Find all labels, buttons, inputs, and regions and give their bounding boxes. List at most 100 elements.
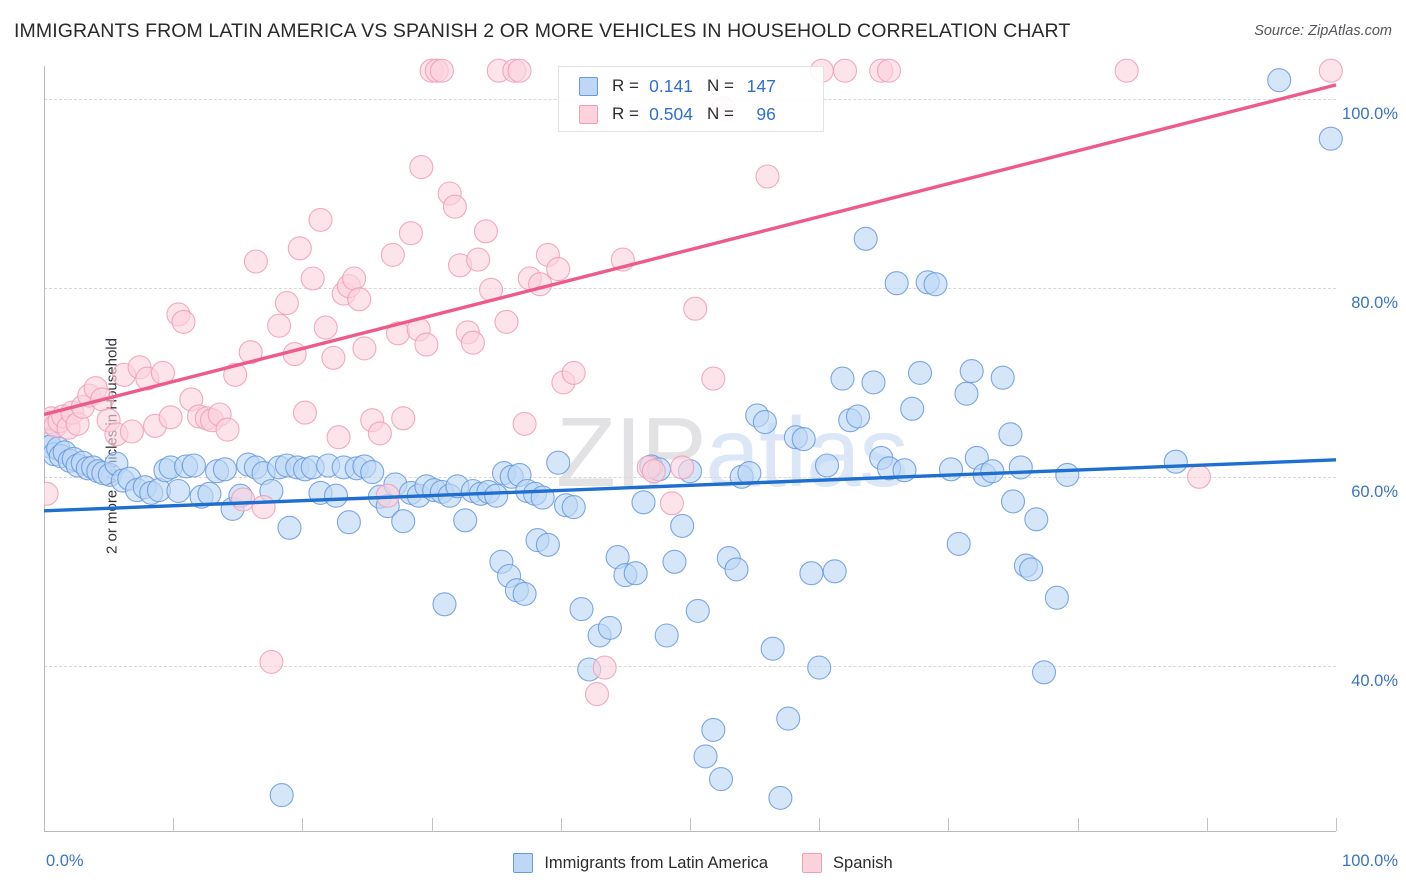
scatter-point	[453, 508, 478, 533]
scatter-point	[153, 458, 178, 483]
scatter-point	[473, 219, 498, 244]
scatter-point	[44, 428, 60, 453]
scatter-point	[517, 266, 542, 291]
scatter-point	[419, 58, 444, 83]
scatter-point	[954, 381, 979, 406]
stats-r-value-blue: 0.141	[649, 75, 693, 96]
scatter-point	[61, 446, 86, 471]
scatter-point	[861, 370, 886, 395]
scatter-point	[127, 355, 152, 380]
scatter-point	[44, 481, 59, 506]
scatter-point	[313, 315, 338, 340]
series-legend: Immigrants from Latin America Spanish	[0, 848, 1406, 878]
scatter-point	[528, 272, 553, 297]
scatter-point	[1024, 507, 1049, 532]
scatter-point	[135, 366, 160, 391]
scatter-point	[445, 474, 470, 499]
correlation-stats-box: R = 0.141 N = 147 R = 0.504 N = 96	[558, 66, 824, 132]
scatter-point	[623, 561, 648, 586]
scatter-point	[535, 242, 560, 267]
scatter-point	[238, 340, 263, 365]
scatter-point	[308, 207, 333, 232]
stats-n-label-pink: N =	[706, 104, 734, 123]
scatter-point	[972, 462, 997, 487]
legend-label-immigrants: Immigrants from Latin America	[544, 853, 769, 872]
scatter-point	[853, 226, 878, 251]
scatter-point	[468, 481, 493, 506]
stats-swatch-pink-icon	[579, 104, 598, 124]
scatter-point	[998, 422, 1023, 447]
scatter-point	[236, 452, 261, 477]
scatter-point	[569, 597, 594, 622]
x-tick	[431, 818, 433, 831]
scatter-point	[406, 483, 431, 508]
scatter-point	[814, 453, 840, 478]
x-tick	[560, 818, 562, 831]
watermark-zip: ZIP	[556, 397, 706, 507]
scatter-point	[964, 445, 989, 470]
scatter-point	[512, 581, 537, 606]
x-tick	[1336, 818, 1337, 831]
scatter-point	[701, 717, 726, 742]
scatter-point	[907, 360, 933, 385]
scatter-point	[228, 483, 253, 508]
scatter-point	[659, 491, 684, 516]
scatter-point	[1114, 58, 1139, 83]
scatter-point	[342, 266, 367, 291]
scatter-point	[1019, 557, 1044, 582]
scatter-point	[807, 655, 832, 680]
scatter-point	[685, 598, 710, 623]
legend-item-spanish[interactable]: Spanish	[802, 853, 893, 873]
scatter-point	[65, 453, 90, 478]
scatter-point	[535, 532, 560, 557]
scatter-point	[267, 313, 292, 338]
scatter-point	[326, 425, 351, 450]
scatter-point	[119, 419, 144, 444]
scatter-point	[197, 481, 222, 506]
scatter-point	[486, 58, 511, 83]
legend-item-immigrants[interactable]: Immigrants from Latin America	[513, 853, 768, 873]
scatter-point	[670, 455, 695, 480]
scatter-point	[489, 549, 514, 574]
gridline-80	[44, 287, 1336, 289]
scatter-point	[347, 287, 372, 312]
scatter-point	[132, 475, 157, 500]
scatter-point	[1031, 660, 1057, 685]
scatter-point	[360, 460, 385, 485]
scatter-point	[610, 247, 635, 272]
scatter-point	[530, 485, 555, 510]
scatter-point	[274, 291, 299, 316]
scatter-point	[398, 221, 423, 246]
scatter-point	[597, 615, 622, 640]
scatter-point	[1318, 126, 1343, 151]
scatter-point	[220, 496, 245, 521]
scatter-point	[360, 408, 385, 433]
scatter-point	[375, 483, 400, 508]
scatter-point	[44, 442, 67, 467]
trendline-spanish	[44, 83, 1337, 417]
scatter-point	[158, 455, 183, 480]
scatter-point	[300, 455, 325, 480]
stats-swatch-blue-icon	[579, 76, 598, 96]
scatter-point	[287, 236, 312, 261]
scatter-point	[1044, 585, 1069, 610]
scatter-point	[267, 455, 292, 480]
scatter-point	[876, 58, 902, 83]
scatter-point	[869, 445, 894, 470]
scatter-point	[546, 450, 571, 475]
scatter-point	[845, 404, 871, 429]
scatter-point	[980, 459, 1005, 484]
scatter-point	[546, 257, 571, 282]
scatter-point	[146, 478, 172, 503]
scatter-point	[584, 682, 610, 707]
scatter-point	[331, 281, 356, 306]
scatter-point	[737, 461, 762, 486]
scatter-point	[323, 483, 349, 508]
scatter-point	[484, 483, 509, 508]
scatter-point	[838, 408, 863, 433]
scatter-point	[230, 487, 256, 512]
scatter-point	[776, 706, 801, 731]
scatter-point	[455, 320, 480, 345]
gridline-40	[44, 665, 1336, 667]
